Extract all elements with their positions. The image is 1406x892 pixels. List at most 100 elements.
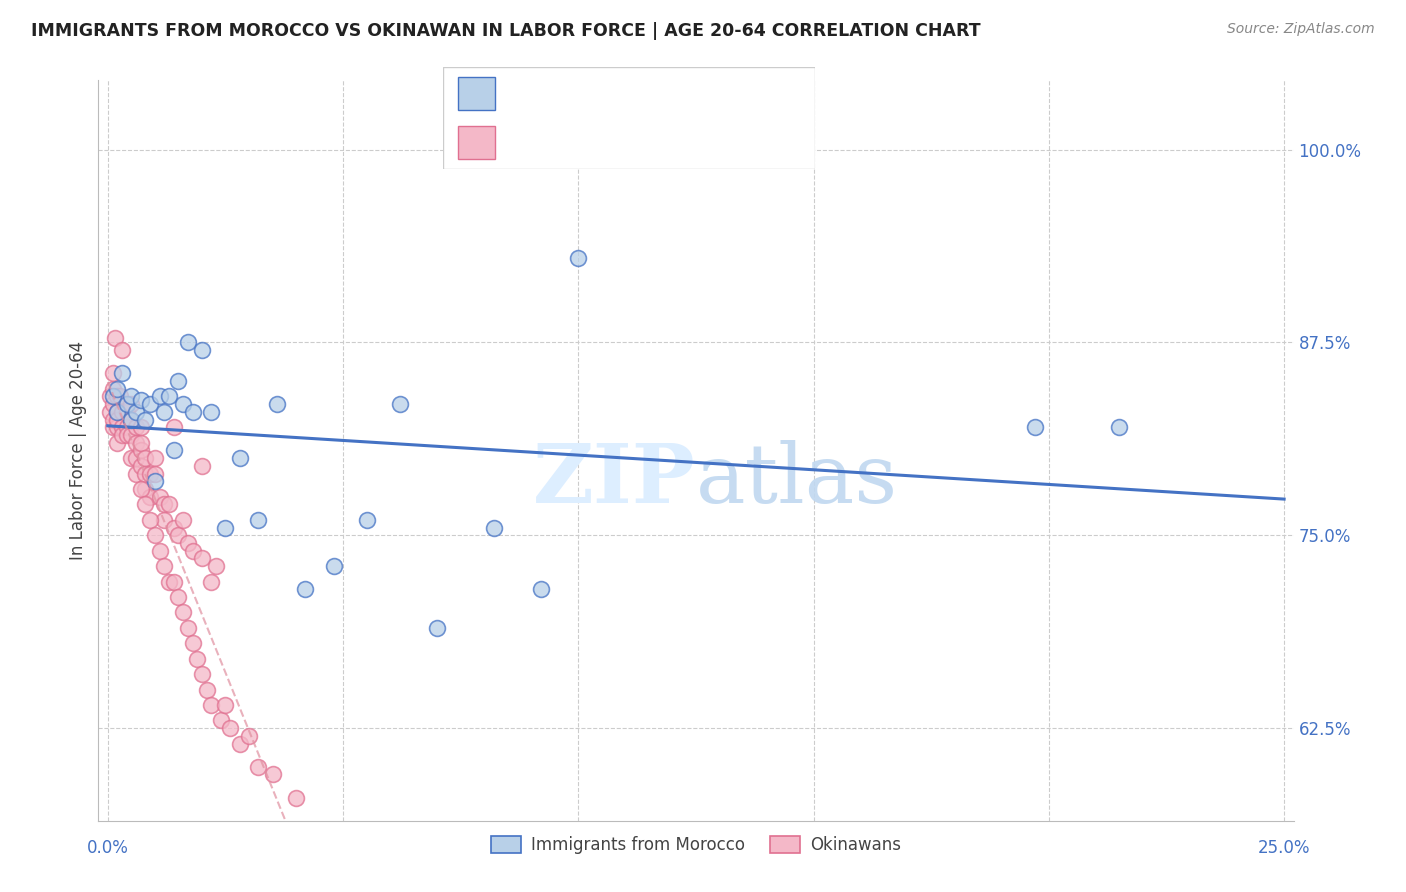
Point bbox=[356, 513, 378, 527]
Point bbox=[115, 420, 138, 434]
Text: 78: 78 bbox=[714, 135, 740, 153]
Point bbox=[163, 520, 186, 534]
Point bbox=[115, 405, 138, 419]
Point bbox=[167, 528, 190, 542]
Point bbox=[108, 389, 131, 403]
Point bbox=[153, 513, 176, 527]
Point bbox=[105, 389, 128, 403]
Point bbox=[143, 467, 166, 481]
Point bbox=[285, 790, 308, 805]
Point bbox=[98, 389, 121, 403]
Point bbox=[388, 397, 411, 411]
Point bbox=[120, 397, 142, 411]
Point bbox=[247, 759, 270, 773]
Point bbox=[163, 420, 186, 434]
Point bbox=[98, 405, 121, 419]
Text: 37: 37 bbox=[714, 87, 740, 104]
Point bbox=[181, 543, 204, 558]
Point bbox=[129, 420, 152, 434]
Point bbox=[228, 737, 250, 751]
Point bbox=[101, 367, 124, 381]
Point bbox=[426, 621, 449, 635]
Point bbox=[115, 428, 138, 442]
Point bbox=[172, 513, 194, 527]
FancyBboxPatch shape bbox=[443, 67, 815, 169]
Point bbox=[143, 475, 166, 489]
Point bbox=[134, 498, 156, 512]
Point bbox=[120, 412, 142, 426]
Point bbox=[191, 343, 214, 358]
Point bbox=[214, 520, 236, 534]
Point bbox=[120, 451, 142, 466]
Point bbox=[105, 405, 128, 419]
Point bbox=[139, 490, 162, 504]
Point bbox=[163, 443, 186, 458]
FancyBboxPatch shape bbox=[458, 78, 495, 110]
Text: ZIP: ZIP bbox=[533, 440, 696, 520]
Point bbox=[129, 458, 152, 473]
Point bbox=[111, 367, 134, 381]
FancyBboxPatch shape bbox=[458, 127, 495, 159]
Point bbox=[129, 443, 152, 458]
Point bbox=[129, 392, 152, 407]
Point bbox=[125, 435, 148, 450]
Point bbox=[172, 606, 194, 620]
Point bbox=[177, 335, 200, 350]
Point bbox=[111, 343, 134, 358]
Point bbox=[205, 559, 228, 574]
Point bbox=[167, 374, 190, 388]
Point bbox=[567, 251, 589, 265]
Point bbox=[111, 405, 134, 419]
Point bbox=[134, 412, 156, 426]
Point bbox=[153, 559, 176, 574]
Point bbox=[157, 498, 180, 512]
Legend: Immigrants from Morocco, Okinawans: Immigrants from Morocco, Okinawans bbox=[484, 829, 908, 861]
Point bbox=[149, 389, 172, 403]
Point bbox=[149, 490, 172, 504]
Point bbox=[172, 397, 194, 411]
Point bbox=[195, 682, 218, 697]
Point bbox=[228, 451, 250, 466]
Point bbox=[181, 636, 204, 650]
Point bbox=[186, 651, 208, 665]
Point bbox=[101, 420, 124, 434]
Point bbox=[115, 397, 138, 411]
Point bbox=[149, 543, 172, 558]
Point bbox=[1108, 420, 1130, 434]
Point bbox=[143, 451, 166, 466]
Point bbox=[104, 331, 127, 345]
Point bbox=[125, 467, 148, 481]
Point bbox=[167, 590, 190, 604]
Point bbox=[139, 397, 162, 411]
Text: N =: N = bbox=[659, 135, 699, 153]
Point bbox=[191, 667, 214, 681]
Text: Source: ZipAtlas.com: Source: ZipAtlas.com bbox=[1227, 22, 1375, 37]
Point bbox=[101, 382, 124, 396]
Point bbox=[105, 412, 128, 426]
Y-axis label: In Labor Force | Age 20-64: In Labor Force | Age 20-64 bbox=[69, 341, 87, 560]
Point bbox=[125, 405, 148, 419]
Point bbox=[139, 467, 162, 481]
Point bbox=[153, 405, 176, 419]
Point bbox=[247, 513, 270, 527]
Point bbox=[111, 420, 134, 434]
Point bbox=[125, 420, 148, 434]
Point bbox=[200, 405, 222, 419]
Point bbox=[120, 412, 142, 426]
Point bbox=[105, 435, 128, 450]
Point bbox=[134, 451, 156, 466]
Point bbox=[139, 513, 162, 527]
Text: -0.193: -0.193 bbox=[574, 135, 638, 153]
Point bbox=[219, 721, 242, 735]
Point bbox=[101, 412, 124, 426]
Point bbox=[134, 467, 156, 481]
Point bbox=[238, 729, 260, 743]
Point bbox=[200, 574, 222, 589]
Point bbox=[322, 559, 344, 574]
Point bbox=[129, 435, 152, 450]
Point bbox=[120, 428, 142, 442]
Text: 25.0%: 25.0% bbox=[1258, 839, 1310, 857]
Point bbox=[134, 482, 156, 496]
Text: 0.020: 0.020 bbox=[574, 87, 630, 104]
Point bbox=[191, 458, 214, 473]
